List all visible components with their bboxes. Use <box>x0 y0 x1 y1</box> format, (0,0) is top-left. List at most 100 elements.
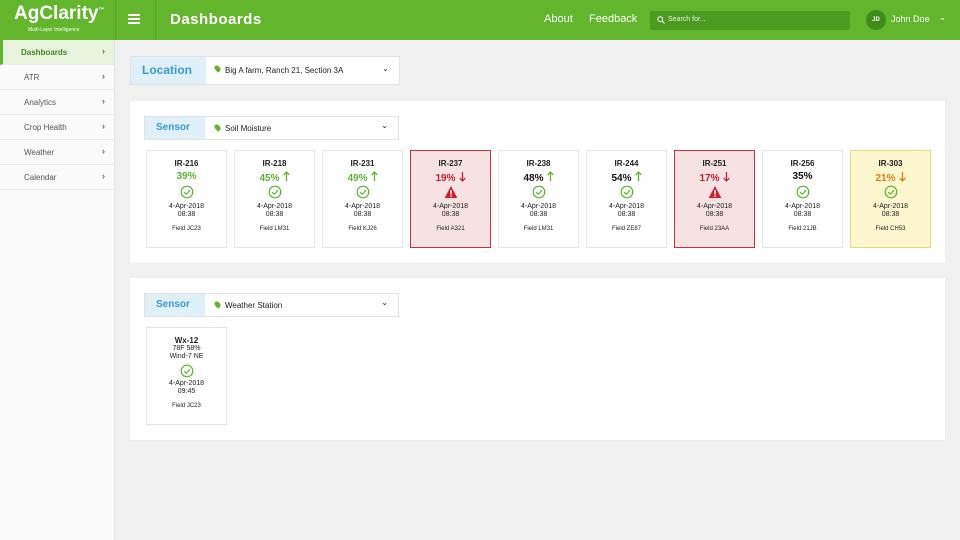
reading-date: 4-Apr-2018 <box>168 380 205 387</box>
field-name: Field A321 <box>436 226 465 232</box>
sensor-card[interactable]: Wx-12 78F 58% Wind-7 NE 4-Apr-2018 09:45 Fiel… <box>146 327 227 425</box>
caret: ⌄ <box>381 298 388 307</box>
sensor-card[interactable]: IR-238 48% 4-Apr-2018 08:38 Field LM31 <box>498 150 579 248</box>
sensor-label: Sensor <box>145 117 205 139</box>
trend-arrow <box>282 171 290 181</box>
reading: 17% <box>699 173 720 184</box>
sensor-id: IR-238 <box>526 159 551 168</box>
sensor-id: IR-237 <box>438 159 463 168</box>
reading: 19% <box>435 173 456 184</box>
nav-link[interactable]: Feedback <box>589 13 638 25</box>
sensor-card[interactable]: IR-244 54% 4-Apr-2018 08:38 Field ZE87 <box>586 150 667 248</box>
menu-label: Calendar <box>24 173 57 182</box>
sensor-value: Weather Station <box>225 301 283 310</box>
sensor-id: IR-218 <box>262 159 287 168</box>
pin-icon <box>213 123 222 132</box>
menu-item[interactable]: Calendar › <box>0 165 114 190</box>
status <box>411 185 490 200</box>
sensor-card[interactable]: IR-256 35% 4-Apr-2018 08:38 Field 21JB <box>762 150 843 248</box>
menu-item[interactable]: Dashboards › <box>0 40 114 65</box>
field-name: Field JC23 <box>172 226 201 232</box>
divider <box>115 0 116 40</box>
status <box>675 185 754 200</box>
menu-label: Crop Health <box>24 123 67 132</box>
status <box>587 185 666 200</box>
alert-icon <box>708 186 721 198</box>
sensor-id: IR-251 <box>702 159 727 168</box>
location-value: Big A farm, Ranch 21, Section 3A <box>225 66 344 75</box>
reading-row: 21% <box>851 171 930 184</box>
reading-date: 4-Apr-2018 <box>520 203 557 210</box>
status <box>147 364 226 379</box>
menu-chevron: › <box>102 46 105 56</box>
field-name: Field ZE87 <box>611 226 641 232</box>
sensor-id: IR-244 <box>614 159 639 168</box>
status <box>323 185 402 200</box>
reading-date: 4-Apr-2018 <box>344 203 381 210</box>
sensor-card[interactable]: IR-231 49% 4-Apr-2018 08:38 Field KJ26 <box>322 150 403 248</box>
user-caret[interactable]: ⌄ <box>939 13 946 22</box>
menu-item[interactable]: Crop Health › <box>0 115 114 140</box>
reading: 45% <box>259 173 280 184</box>
sensor-id: IR-216 <box>174 159 199 168</box>
menu-chevron: › <box>102 121 105 131</box>
reading: 35% <box>792 171 813 182</box>
menu-item[interactable]: ATR › <box>0 65 114 90</box>
reading-row: 45% <box>235 171 314 184</box>
sensor-card[interactable]: IR-303 21% 4-Apr-2018 08:38 Field CH53 <box>850 150 931 248</box>
location-select[interactable]: Location Big A farm, Ranch 21, Section 3… <box>130 56 400 85</box>
field-name: Field LM31 <box>259 226 290 232</box>
top-bar: AgClarity™ Multi-Layer Intelligence Dash… <box>0 0 960 40</box>
sensor-id: Wx-12 <box>174 336 199 345</box>
sensor-select[interactable]: Sensor Soil Moisture ⌄ <box>144 116 399 140</box>
location-label: Location <box>131 57 206 84</box>
reading-row: 17% <box>675 171 754 184</box>
menu-chevron: › <box>102 171 105 181</box>
search-icon <box>657 16 665 24</box>
status <box>147 185 226 200</box>
alert-icon <box>444 186 457 198</box>
trend-arrow <box>722 172 730 182</box>
tagline: Multi-Layer Intelligence <box>28 27 80 33</box>
trend-arrow <box>370 171 378 181</box>
user-name[interactable]: John Doe <box>891 14 930 24</box>
menu-item[interactable]: Weather › <box>0 140 114 165</box>
divider <box>155 0 156 40</box>
search-box[interactable]: Search for... <box>650 11 850 30</box>
sensor-card[interactable]: IR-237 19% 4-Apr-2018 08:38 Field A321 <box>410 150 491 248</box>
reading-date: 4-Apr-2018 <box>608 203 645 210</box>
logo-text: AgClarity <box>14 3 99 24</box>
sensor-value: Soil Moisture <box>225 124 272 133</box>
menu-item[interactable]: Analytics › <box>0 90 114 115</box>
reading-date: 4-Apr-2018 <box>432 203 469 210</box>
sensor-select[interactable]: Sensor Weather Station ⌄ <box>144 293 399 317</box>
field-name: Field LM31 <box>523 226 554 232</box>
menu-chevron: › <box>102 146 105 156</box>
caret: ⌄ <box>381 121 388 130</box>
sensor-id: IR-303 <box>878 159 903 168</box>
status <box>499 185 578 200</box>
reading-date: 4-Apr-2018 <box>168 203 205 210</box>
field-name: Field 23AA <box>699 226 730 232</box>
menu-label: ATR <box>24 73 40 82</box>
sensor-line: Wind-7 NE <box>169 353 204 360</box>
menu-label: Weather <box>24 148 55 157</box>
page-title: Dashboards <box>170 11 262 28</box>
trend-arrow <box>898 172 906 182</box>
sensor-panel: Sensor Soil Moisture ⌄ IR-216 39% 4-Apr-2018 0… <box>130 101 945 263</box>
reading-time: 08:38 <box>177 211 196 218</box>
sensor-card[interactable]: IR-216 39% 4-Apr-2018 08:38 Field JC23 <box>146 150 227 248</box>
trend-arrow <box>634 171 642 181</box>
menu-label: Analytics <box>24 98 57 107</box>
sensor-line: 78F 58% <box>172 345 201 352</box>
nav-link[interactable]: About <box>544 13 573 25</box>
sensor-card[interactable]: IR-251 17% 4-Apr-2018 08:38 Field 23AA <box>674 150 755 248</box>
menu-button[interactable] <box>128 14 140 26</box>
avatar[interactable]: JD <box>866 10 886 30</box>
logo[interactable]: AgClarity™ <box>14 3 104 25</box>
reading: 54% <box>611 173 632 184</box>
sensor-card[interactable]: IR-218 45% 4-Apr-2018 08:38 Field LM31 <box>234 150 315 248</box>
reading: 21% <box>875 173 896 184</box>
reading-row: 39% <box>147 171 226 183</box>
